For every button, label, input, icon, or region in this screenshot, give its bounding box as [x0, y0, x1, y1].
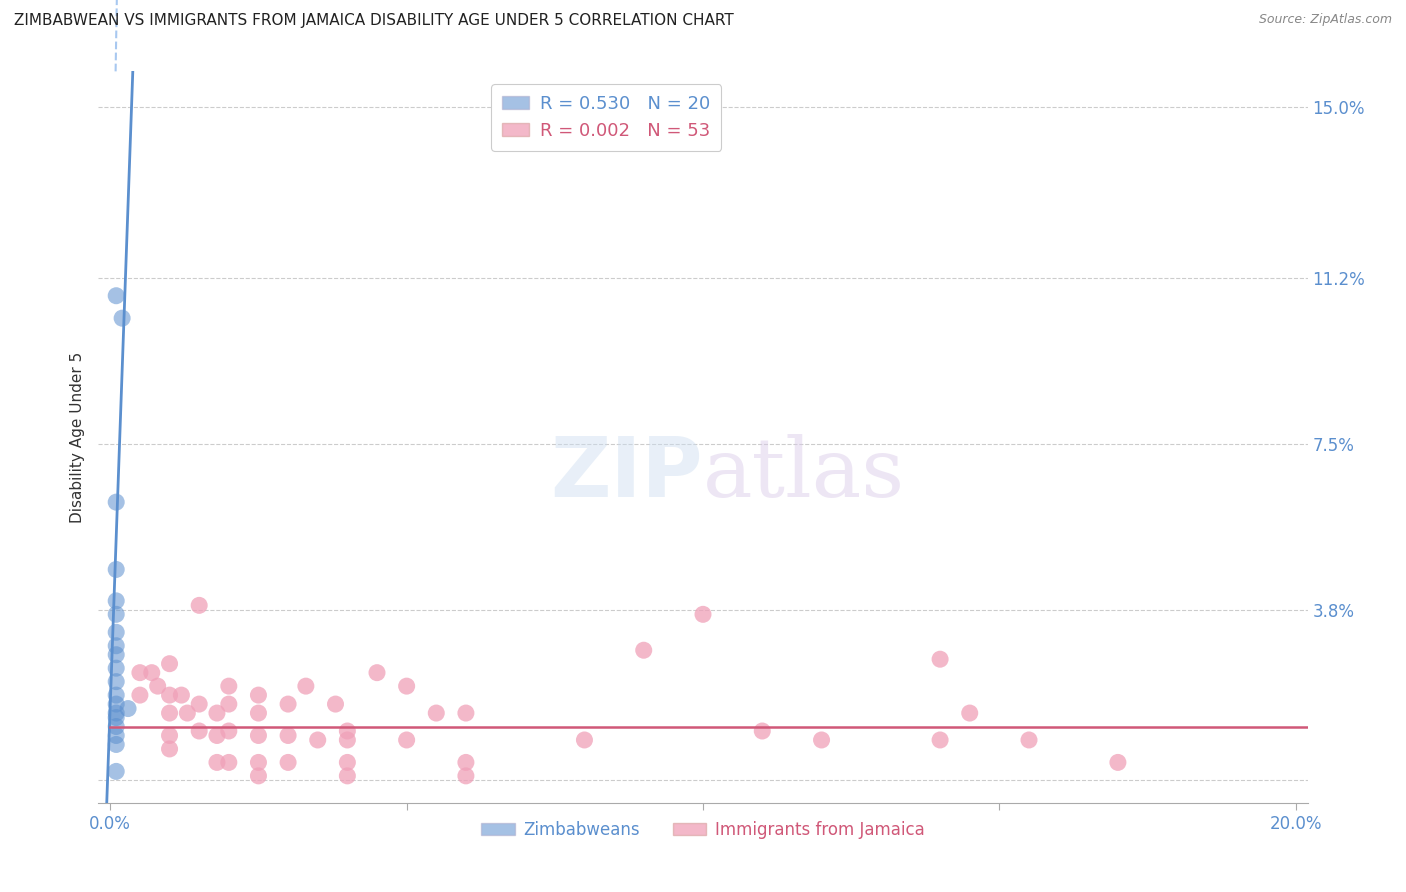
Point	[105, 639, 128, 653]
Point	[105, 661, 128, 675]
Point	[247, 688, 270, 702]
Point	[425, 706, 447, 720]
Point	[159, 657, 181, 671]
Point	[277, 756, 299, 770]
Point	[218, 679, 240, 693]
Point	[105, 562, 128, 576]
Point	[395, 679, 418, 693]
Point	[170, 688, 193, 702]
Point	[105, 719, 128, 733]
Point	[454, 756, 477, 770]
Point	[176, 706, 198, 720]
Point	[205, 729, 228, 743]
Point	[633, 643, 655, 657]
Point	[336, 733, 359, 747]
Point	[218, 697, 240, 711]
Point	[129, 665, 152, 680]
Point	[205, 756, 228, 770]
Point	[117, 701, 139, 715]
Point	[325, 697, 347, 711]
Text: ZIP: ZIP	[551, 434, 703, 514]
Text: ZIMBABWEAN VS IMMIGRANTS FROM JAMAICA DISABILITY AGE UNDER 5 CORRELATION CHART: ZIMBABWEAN VS IMMIGRANTS FROM JAMAICA DI…	[14, 13, 734, 29]
Point	[454, 769, 477, 783]
Point	[692, 607, 714, 622]
Point	[959, 706, 981, 720]
Point	[751, 724, 773, 739]
Point	[105, 607, 128, 622]
Point	[205, 706, 228, 720]
Point	[105, 495, 128, 509]
Point	[395, 733, 418, 747]
Point	[105, 729, 128, 743]
Point	[105, 625, 128, 640]
Point	[129, 688, 152, 702]
Point	[159, 729, 181, 743]
Point	[1018, 733, 1040, 747]
Point	[1107, 756, 1129, 770]
Point	[159, 742, 181, 756]
Point	[366, 665, 388, 680]
Point	[105, 706, 128, 720]
Point	[159, 688, 181, 702]
Point	[218, 756, 240, 770]
Point	[247, 729, 270, 743]
Point	[810, 733, 832, 747]
Point	[336, 769, 359, 783]
Point	[105, 688, 128, 702]
Point	[188, 724, 211, 739]
Legend: Zimbabweans, Immigrants from Jamaica: Zimbabweans, Immigrants from Jamaica	[475, 814, 931, 846]
Point	[105, 710, 128, 724]
Point	[247, 756, 270, 770]
Text: atlas: atlas	[703, 434, 905, 514]
Point	[105, 674, 128, 689]
Point	[295, 679, 318, 693]
Point	[105, 764, 128, 779]
Point	[141, 665, 163, 680]
Point	[146, 679, 169, 693]
Point	[307, 733, 329, 747]
Point	[105, 648, 128, 662]
Point	[247, 769, 270, 783]
Point	[336, 756, 359, 770]
Y-axis label: Disability Age Under 5: Disability Age Under 5	[69, 351, 84, 523]
Point	[336, 724, 359, 739]
Point	[218, 724, 240, 739]
Point	[929, 652, 952, 666]
Point	[188, 599, 211, 613]
Point	[277, 729, 299, 743]
Point	[929, 733, 952, 747]
Point	[574, 733, 596, 747]
Point	[247, 706, 270, 720]
Point	[188, 697, 211, 711]
Point	[105, 738, 128, 752]
Point	[454, 706, 477, 720]
Point	[277, 697, 299, 711]
Text: Source: ZipAtlas.com: Source: ZipAtlas.com	[1258, 13, 1392, 27]
Point	[105, 697, 128, 711]
Point	[111, 311, 134, 326]
Point	[159, 706, 181, 720]
Point	[105, 594, 128, 608]
Point	[105, 289, 128, 303]
